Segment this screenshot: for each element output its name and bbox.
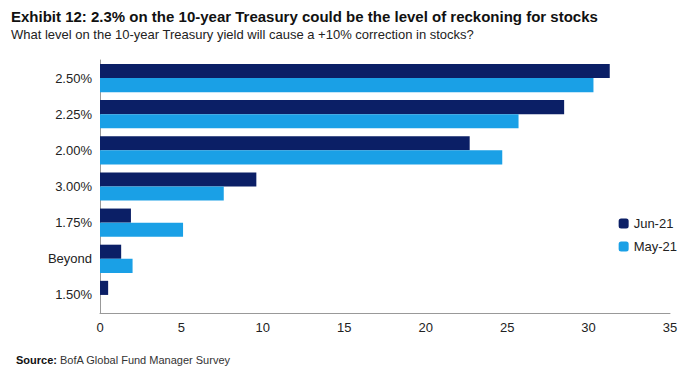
- svg-text:1.50%: 1.50%: [55, 287, 92, 302]
- svg-text:1.75%: 1.75%: [55, 215, 92, 230]
- svg-text:Exhibit 12: 2.3% on the 10-yea: Exhibit 12: 2.3% on the 10-year Treasury…: [11, 8, 598, 25]
- svg-text:15: 15: [337, 320, 351, 335]
- svg-text:What level on the 10-year Trea: What level on the 10-year Treasury yield…: [11, 27, 474, 42]
- svg-text:May-21: May-21: [634, 239, 677, 254]
- svg-text:Beyond: Beyond: [48, 251, 92, 266]
- svg-text:25: 25: [500, 320, 514, 335]
- svg-text:0: 0: [96, 320, 103, 335]
- svg-text:2.00%: 2.00%: [55, 143, 92, 158]
- svg-text:20: 20: [418, 320, 432, 335]
- svg-text:10: 10: [256, 320, 270, 335]
- svg-text:2.25%: 2.25%: [55, 107, 92, 122]
- svg-text:3.00%: 3.00%: [55, 179, 92, 194]
- svg-text:5: 5: [178, 320, 185, 335]
- svg-text:Source:: Source:: [16, 354, 57, 366]
- svg-text:BofA Global Fund Manager Surve: BofA Global Fund Manager Survey: [57, 354, 231, 366]
- svg-text:Jun-21: Jun-21: [634, 216, 674, 231]
- svg-text:2.50%: 2.50%: [55, 71, 92, 86]
- svg-text:30: 30: [581, 320, 595, 335]
- svg-text:35: 35: [663, 320, 677, 335]
